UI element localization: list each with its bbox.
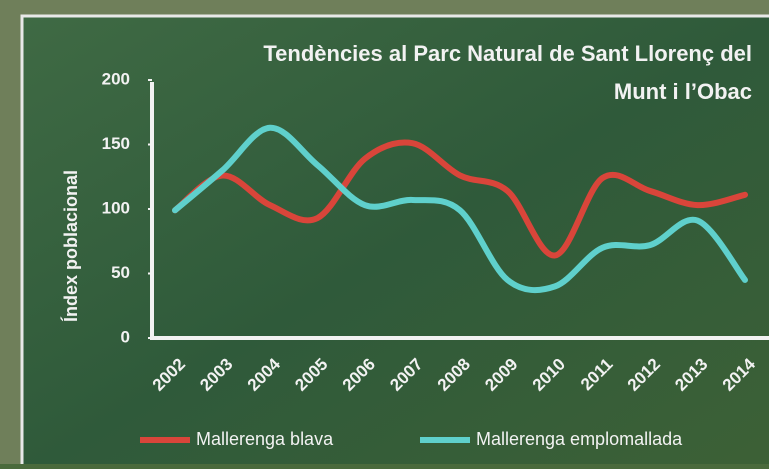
chart-title: Tendències al Parc Natural de Sant Llore…	[263, 41, 752, 66]
y-tick-label: 0	[121, 327, 130, 346]
y-tick-label: 50	[111, 263, 130, 282]
chart-title: Munt i l’Obac	[614, 79, 752, 104]
y-tick-label: 200	[102, 69, 130, 88]
page: {"chart_data": {"type": "line", "title":…	[0, 0, 769, 464]
y-tick-label: 150	[102, 134, 130, 153]
legend-label: Mallerenga blava	[196, 429, 334, 449]
y-axis-label: Índex poblacional	[60, 170, 81, 322]
legend-label: Mallerenga emplomallada	[476, 429, 683, 449]
chart: Tendències al Parc Natural de Sant Llore…	[0, 0, 769, 464]
y-tick-label: 100	[102, 198, 130, 217]
